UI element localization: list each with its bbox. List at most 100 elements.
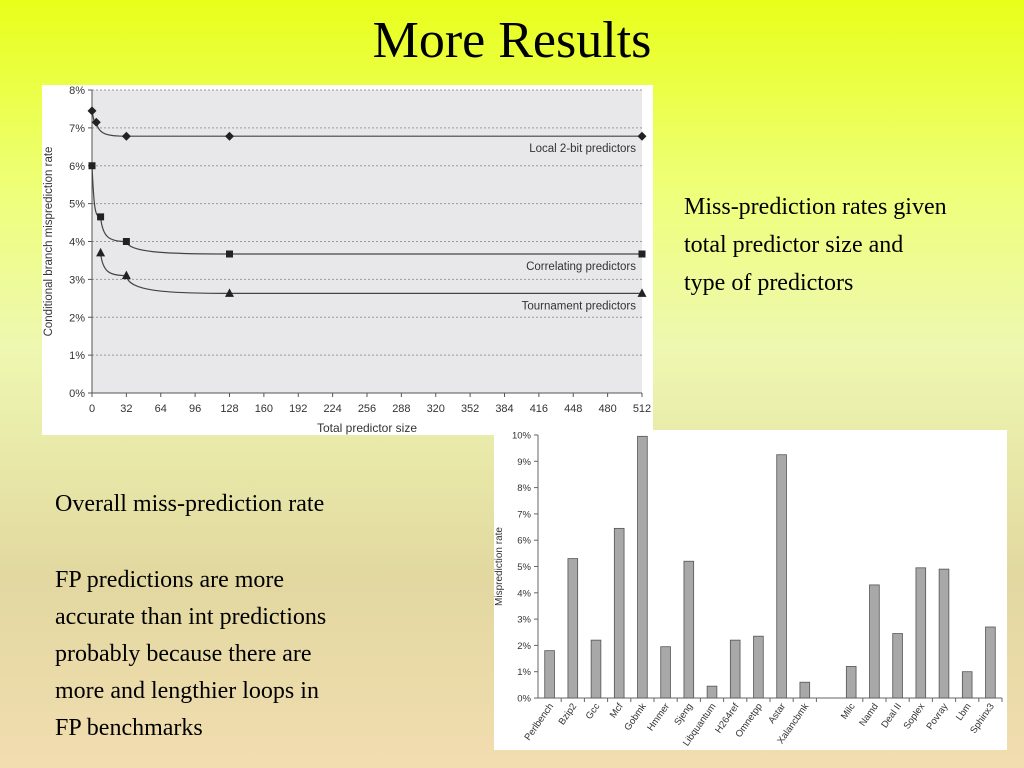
predictor-size-line-chart: 0% 1% 2% 3% 4% 5% 6% 7% 8% 0 32 64 96 128 160 192 224 256… — [43, 85, 651, 435]
x-tick-label: 64 — [155, 403, 167, 415]
benchmark-misprediction-bar-chart: 0% 1% 2% 3% 4% 5% 6% 7% 8% 9% 10% Misprediction rat… — [494, 431, 1003, 748]
x-tick-label: 448 — [564, 403, 582, 415]
square-data-point — [88, 162, 96, 170]
bar — [961, 671, 973, 699]
square-data-point — [226, 250, 233, 258]
y-tick-label: 2% — [69, 312, 85, 324]
predictor-size-chart-panel: 0% 1% 2% 3% 4% 5% 6% 7% 8% 0 32 64 96 128 160 192 224 256… — [42, 85, 653, 435]
diamond-data-point — [87, 106, 97, 116]
bar — [590, 639, 602, 699]
y-tick-label: 4% — [69, 237, 85, 249]
x-tick-label: Deal II — [879, 701, 904, 730]
bar — [660, 646, 671, 699]
slide-title: More Results — [372, 12, 652, 69]
x-tick-label: Hmmer — [645, 701, 672, 733]
y-tick-label: 1% — [69, 350, 85, 362]
diamond-data-point — [91, 117, 101, 127]
x-tick-label: 128 — [220, 403, 238, 415]
benchmark-misprediction-chart-panel: 0% 1% 2% 3% 4% 5% 6% 7% 8% 9% 10% Misprediction rat… — [494, 430, 1007, 750]
bar — [915, 567, 927, 699]
x-tick-label: Lbm — [954, 701, 974, 723]
triangle-data-point — [637, 288, 647, 297]
diamond-data-point — [225, 131, 234, 141]
diamond-data-point — [121, 131, 131, 141]
y-tick-label: 6% — [69, 161, 85, 173]
bar — [753, 635, 764, 699]
y-tick-label: 7% — [69, 123, 85, 135]
bar — [892, 633, 903, 699]
triangle-data-point — [225, 288, 234, 297]
y-tick-label: 0% — [517, 694, 531, 705]
y-tick-label: 4% — [517, 588, 531, 599]
y-tick-label: 8% — [517, 483, 531, 494]
y-tick-label: 8% — [69, 85, 85, 97]
y-tick-label: 2% — [517, 641, 531, 652]
y-tick-label: 3% — [69, 274, 85, 286]
bar — [938, 568, 950, 699]
x-tick-label: 416 — [530, 403, 548, 415]
x-tick-label: 320 — [427, 403, 445, 415]
series-label: Tournament predictors — [522, 300, 637, 312]
x-tick-label: Perlbench — [523, 701, 557, 742]
y-tick-label: 7% — [517, 509, 531, 520]
x-tick-label: 480 — [598, 403, 616, 415]
x-axis-title: Total predictor size — [317, 421, 417, 435]
x-tick-label: Mcf — [608, 701, 626, 720]
y-tick-label: 6% — [517, 536, 531, 547]
square-data-point — [638, 250, 646, 258]
overall-rate-text: Overall miss-prediction rate — [55, 491, 325, 517]
x-tick-label: Povray — [924, 701, 950, 732]
bar — [729, 639, 741, 699]
y-tick-label: 9% — [517, 457, 531, 468]
plot-area-background — [92, 90, 642, 393]
x-tick-label: 192 — [289, 403, 307, 415]
y-tick-label: 10% — [512, 431, 532, 442]
x-tick-label: Bzip2 — [557, 701, 580, 727]
y-axis-title: Conditional branch misprediction rate — [43, 147, 55, 337]
y-tick-label: 3% — [517, 615, 531, 626]
bar — [776, 454, 787, 699]
x-tick-label: 256 — [358, 403, 376, 415]
x-tick-label: 160 — [255, 403, 273, 415]
bar — [869, 584, 880, 699]
x-tick-label: Sphinx3 — [968, 701, 997, 735]
x-tick-label: Astar — [766, 701, 788, 725]
series-label: Local 2-bit predictors — [529, 143, 636, 155]
bar — [799, 681, 811, 699]
bar — [613, 527, 625, 699]
diamond-data-point — [637, 131, 647, 141]
x-tick-label: 384 — [495, 403, 513, 415]
x-tick-label: Gcc — [584, 701, 603, 721]
x-tick-label: Sjeng — [672, 701, 695, 727]
bar — [706, 685, 718, 699]
triangle-data-point — [121, 270, 131, 280]
fp-explanation-text: FP predictions are more accurate than in… — [55, 567, 327, 741]
triangle-data-point — [96, 247, 106, 257]
x-tick-label: Namd — [857, 701, 881, 728]
x-tick-label: 96 — [189, 403, 201, 415]
chart-caption: Miss-prediction rates given total predic… — [684, 194, 947, 296]
x-tick-label: 224 — [323, 403, 341, 415]
square-data-point — [97, 213, 105, 221]
bar — [567, 558, 579, 699]
x-tick-label: 512 — [633, 403, 651, 415]
y-tick-label: 0% — [69, 388, 85, 400]
bar — [683, 560, 695, 699]
bar — [985, 626, 996, 699]
y-axis-title: Misprediction rate — [494, 527, 505, 606]
bar — [845, 666, 857, 699]
x-tick-label: 0 — [89, 403, 95, 415]
y-tick-label: 5% — [517, 562, 531, 573]
x-tick-label: 288 — [392, 403, 410, 415]
y-tick-label: 5% — [69, 199, 85, 211]
x-tick-label: 352 — [461, 403, 479, 415]
x-tick-label: Soplex — [902, 701, 928, 731]
series-label: Correlating predictors — [526, 261, 636, 273]
x-tick-label: 32 — [120, 403, 132, 415]
x-tick-label: Milc — [839, 701, 858, 721]
bar — [637, 435, 648, 699]
square-data-point — [122, 238, 130, 245]
bar — [544, 650, 555, 699]
y-tick-label: 1% — [517, 667, 531, 678]
x-tick-label: Gobmk — [622, 701, 649, 733]
